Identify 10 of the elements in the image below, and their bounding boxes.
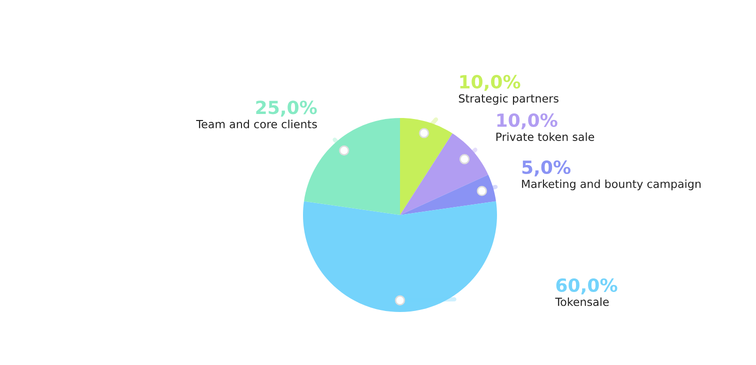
data-label: 5,0% <box>522 160 570 176</box>
legend-label: Marketing and bounty campaign <box>522 179 701 190</box>
data-label: 10,0% <box>497 113 558 130</box>
data-label: 25,0% <box>256 100 317 117</box>
slice-label: Private token sale <box>496 132 594 142</box>
data-label: 10,0% <box>460 74 520 91</box>
slice-label: Tokensale <box>555 297 609 306</box>
slice-label: Team and core clients <box>196 120 317 128</box>
slice-label: Strategic partners <box>458 94 558 105</box>
data-label: 60,0% <box>556 278 618 294</box>
